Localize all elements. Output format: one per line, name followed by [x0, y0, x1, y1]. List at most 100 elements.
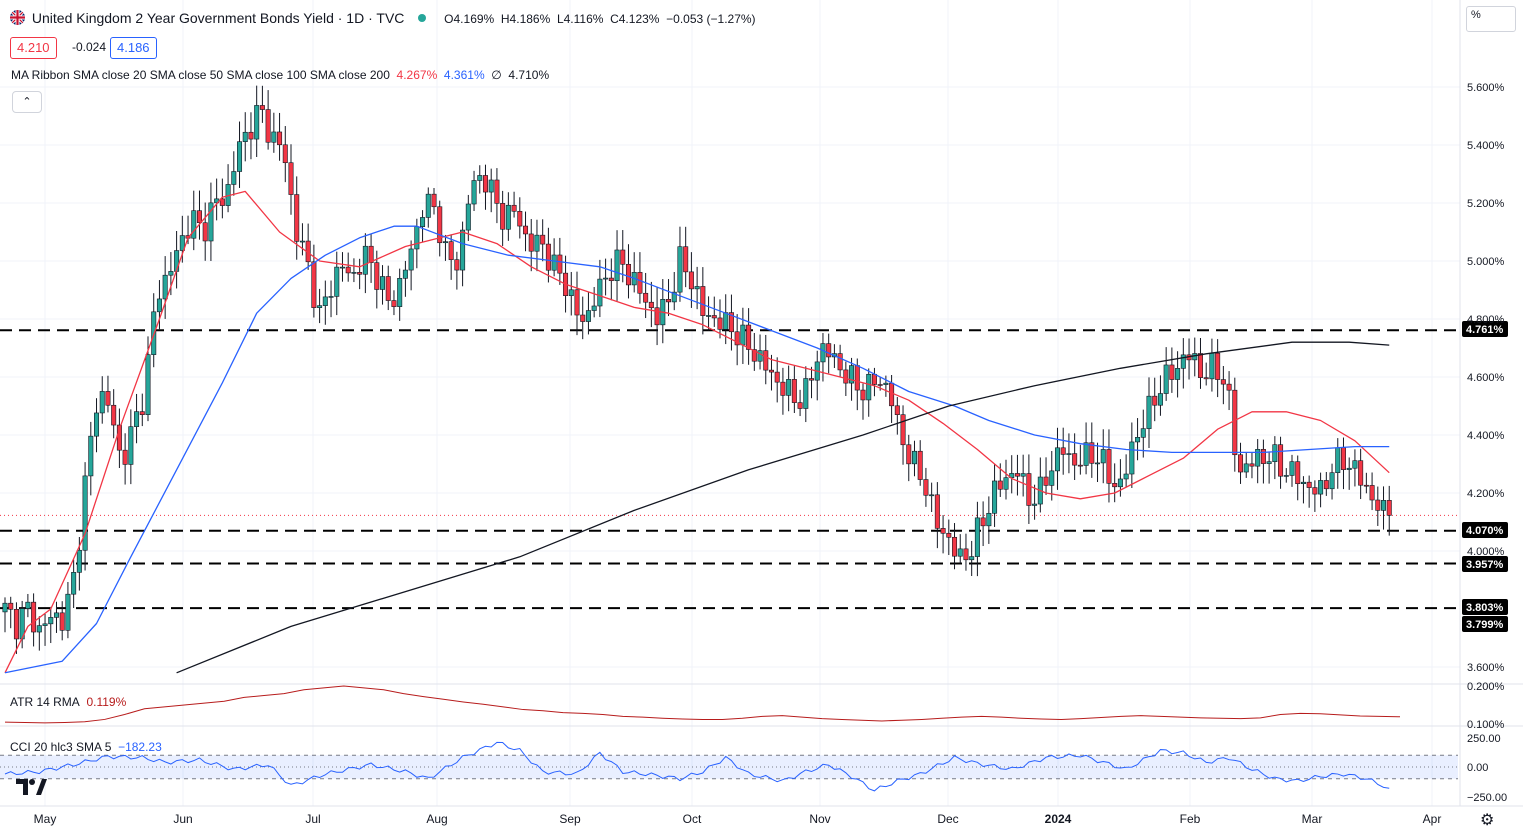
buy-price-button[interactable]: 4.186 [110, 37, 157, 59]
candle-body [1003, 477, 1009, 490]
cci-label: CCI 20 hlc3 SMA 5 [10, 740, 112, 754]
candle-body [1077, 464, 1083, 467]
candle-body [237, 141, 243, 172]
candle-body [168, 271, 174, 276]
candle-body [974, 517, 980, 557]
cci-value: −182.23 [118, 740, 162, 754]
candle-body [911, 450, 917, 465]
candle-body [969, 556, 975, 561]
candle-body [683, 246, 689, 273]
cci-tick-label: −250.00 [1467, 792, 1507, 804]
candle-body [1100, 449, 1106, 464]
candle-body [196, 210, 202, 224]
candle-body [1175, 368, 1181, 380]
candle-body [894, 405, 900, 415]
candle-body [1260, 449, 1266, 464]
level-price-tag [1462, 556, 1508, 572]
candle-body [929, 494, 935, 497]
candle-body [648, 301, 654, 309]
candle-body [277, 131, 283, 146]
time-tick-label: May [34, 812, 57, 826]
axes: 5.600% 5.400% 5.200% 5.000% 4.800% 4.600% 4.40… [34, 82, 1507, 826]
cci-band [0, 754, 1458, 780]
price-tick-label: 5.400% [1467, 140, 1505, 152]
time-tick-label: Jul [305, 812, 320, 826]
candle-body [1329, 472, 1335, 490]
candle-body [746, 324, 752, 350]
candle-body [677, 246, 683, 293]
tradingview-logo-icon[interactable] [14, 775, 48, 797]
candle-body [957, 548, 963, 557]
level-price-tag [1462, 321, 1508, 337]
candle-body [511, 204, 517, 212]
candle-body [1095, 462, 1101, 465]
candle-body [809, 378, 815, 381]
candle-body [294, 194, 300, 242]
candle-body [1135, 437, 1141, 443]
price-tick-label: 3.600% [1467, 662, 1505, 674]
candle-body [8, 602, 14, 610]
candle-body [414, 226, 420, 250]
price-tick-label: 5.000% [1467, 256, 1505, 268]
cci-legend[interactable]: CCI 20 hlc3 SMA 5 −182.23 [10, 740, 162, 754]
candle-body [728, 312, 734, 333]
time-tick-label: Oct [683, 812, 702, 826]
candle-body [1192, 353, 1198, 361]
candle-body [706, 315, 712, 317]
candle-body [1386, 500, 1392, 516]
ma-ribbon-legend[interactable]: MA Ribbon SMA close 20 SMA close 50 SMA … [11, 68, 549, 82]
candle-body [48, 617, 54, 625]
candle-body [843, 369, 849, 384]
candle-body [1272, 444, 1278, 462]
candle-body [866, 373, 872, 401]
candle-body [986, 512, 992, 527]
candle-body [425, 193, 431, 218]
candle-body [517, 210, 523, 227]
candle-body [134, 411, 140, 427]
candle-body [643, 292, 649, 303]
candle-body [1335, 447, 1341, 473]
cci-tick-label: 0.00 [1467, 762, 1488, 774]
candle-body [1255, 449, 1261, 467]
collapse-legend-button[interactable]: ⌃ [12, 91, 42, 113]
candle-body [934, 494, 940, 529]
candle-body [597, 278, 603, 307]
symbol-header[interactable]: United Kingdom 2 Year Government Bonds Y… [10, 10, 756, 26]
candle-body [940, 528, 946, 534]
candle-body [603, 277, 609, 280]
level-price-label: 3.957% [1466, 559, 1504, 571]
level-price-label: 3.799% [1466, 619, 1504, 631]
candle-body [625, 263, 631, 286]
candle-body [431, 193, 437, 208]
candle-body [42, 623, 48, 626]
price-unit-label[interactable]: % [1466, 6, 1516, 32]
gear-icon[interactable]: ⚙ [1480, 812, 1495, 829]
candle-body [145, 354, 151, 415]
time-tick-label: Mar [1302, 812, 1323, 826]
candle-body [1014, 473, 1020, 477]
candle-body [1083, 442, 1089, 466]
candle-body [1106, 449, 1112, 484]
candle-body [751, 349, 757, 362]
atr-legend[interactable]: ATR 14 RMA 0.119% [10, 695, 126, 709]
candle-body [179, 235, 185, 251]
candle-body [282, 144, 288, 164]
sell-price-button[interactable]: 4.210 [10, 37, 57, 59]
candle-body [992, 480, 998, 514]
candle-body [1054, 447, 1060, 472]
candle-body [557, 254, 563, 274]
candle-body [111, 404, 117, 426]
atr-label: ATR 14 RMA [10, 695, 80, 709]
candle-body [952, 536, 958, 557]
candle-body [585, 310, 591, 322]
time-tick-label: Jun [173, 812, 192, 826]
low-value: L4.116% [556, 12, 604, 26]
candle-body [288, 162, 294, 195]
candle-body [448, 241, 454, 260]
candle-body [1369, 485, 1375, 501]
price-tick-label: 4.200% [1467, 488, 1505, 500]
candle-body [694, 286, 700, 290]
candle-body [923, 479, 929, 496]
candle-body [1215, 352, 1221, 380]
